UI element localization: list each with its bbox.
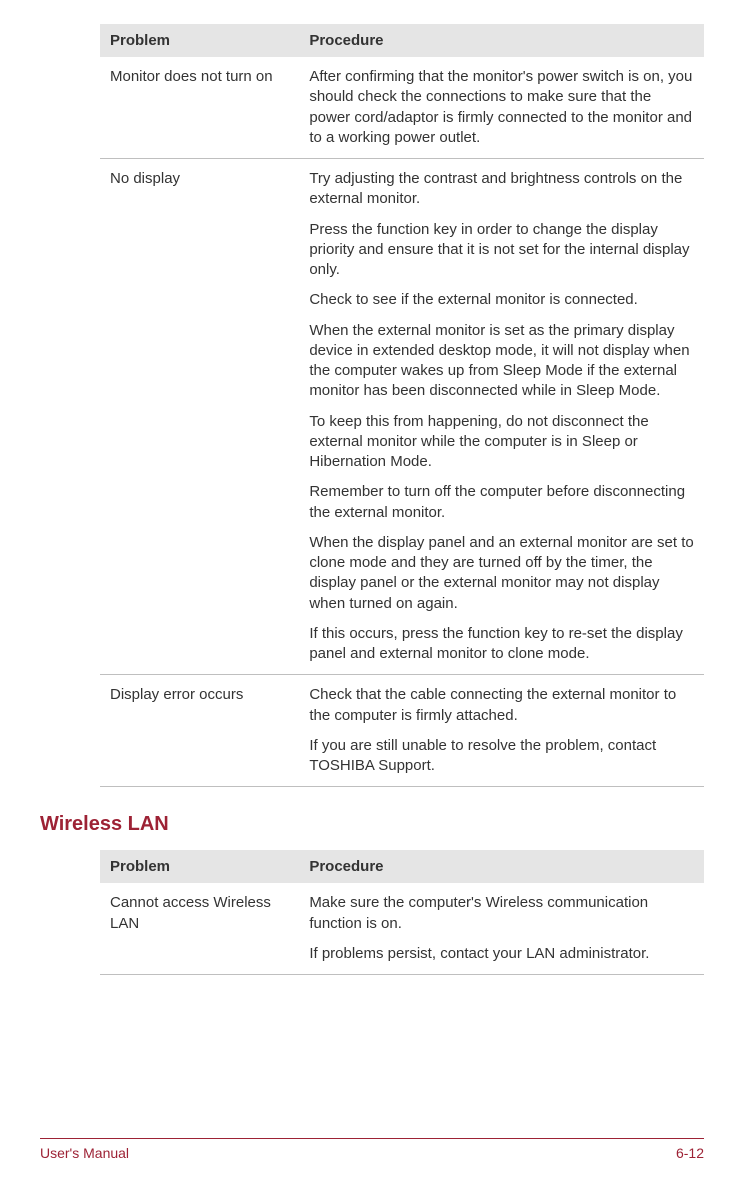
procedure-text: If problems persist, contact your LAN ad… bbox=[309, 944, 694, 964]
wireless-header-problem: Problem bbox=[100, 850, 299, 883]
problem-cell: No display bbox=[100, 159, 299, 675]
procedure-text: To keep this from happening, do not disc… bbox=[309, 412, 694, 473]
table-row: No display Try adjusting the contrast an… bbox=[100, 159, 704, 675]
procedure-cell: Make sure the computer's Wireless commun… bbox=[299, 883, 704, 974]
monitor-header-problem: Problem bbox=[100, 24, 299, 57]
procedure-text: After confirming that the monitor's powe… bbox=[309, 67, 694, 148]
problem-cell: Monitor does not turn on bbox=[100, 57, 299, 159]
table-row: Display error occurs Check that the cabl… bbox=[100, 675, 704, 787]
footer-right: 6-12 bbox=[676, 1145, 704, 1161]
procedure-text: When the external monitor is set as the … bbox=[309, 321, 694, 402]
problem-cell: Display error occurs bbox=[100, 675, 299, 787]
procedure-text: Remember to turn off the computer before… bbox=[309, 482, 694, 523]
procedure-text: If you are still unable to resolve the p… bbox=[309, 736, 694, 777]
procedure-text: If this occurs, press the function key t… bbox=[309, 624, 694, 665]
procedure-text: Press the function key in order to chang… bbox=[309, 220, 694, 281]
procedure-text: Check to see if the external monitor is … bbox=[309, 290, 694, 310]
procedure-cell: After confirming that the monitor's powe… bbox=[299, 57, 704, 159]
procedure-text: When the display panel and an external m… bbox=[309, 533, 694, 614]
wireless-lan-heading: Wireless LAN bbox=[40, 813, 704, 836]
table-row: Monitor does not turn on After confirmin… bbox=[100, 57, 704, 159]
page-footer: User's Manual 6-12 bbox=[40, 1138, 704, 1161]
wireless-table: Problem Procedure Cannot access Wireless… bbox=[100, 850, 704, 975]
monitor-table: Problem Procedure Monitor does not turn … bbox=[100, 24, 704, 787]
procedure-cell: Check that the cable connecting the exte… bbox=[299, 675, 704, 787]
table-row: Cannot access Wireless LAN Make sure the… bbox=[100, 883, 704, 974]
procedure-text: Check that the cable connecting the exte… bbox=[309, 685, 694, 726]
monitor-header-procedure: Procedure bbox=[299, 24, 704, 57]
procedure-text: Make sure the computer's Wireless commun… bbox=[309, 893, 694, 934]
problem-cell: Cannot access Wireless LAN bbox=[100, 883, 299, 974]
procedure-text: Try adjusting the contrast and brightnes… bbox=[309, 169, 694, 210]
wireless-header-procedure: Procedure bbox=[299, 850, 704, 883]
footer-left: User's Manual bbox=[40, 1145, 129, 1161]
procedure-cell: Try adjusting the contrast and brightnes… bbox=[299, 159, 704, 675]
